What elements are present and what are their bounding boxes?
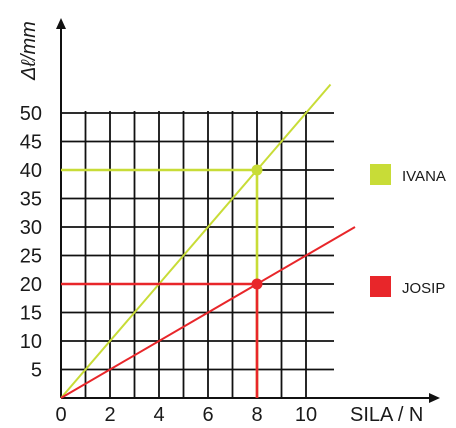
y-axis-title: Δℓ/mm: [18, 21, 40, 81]
y-tick-label-10: 10: [20, 331, 42, 353]
series-line-ivana: [60, 83, 332, 399]
y-tick-label-25: 25: [20, 246, 42, 268]
x-axis-arrow: [429, 393, 440, 403]
x-tick-label-4: 4: [153, 404, 164, 426]
x-tick-label-8: 8: [251, 404, 262, 426]
data-point-ivana: [251, 164, 263, 176]
x-axis-title: SILA / N: [350, 404, 423, 426]
y-tick-label-20: 20: [20, 274, 42, 296]
x-tick-label-2: 2: [104, 404, 115, 426]
y-axis-arrow: [56, 18, 66, 29]
x-tick-label-0: 0: [55, 404, 66, 426]
y-tick-label-45: 45: [20, 132, 42, 154]
series-line-josip: [60, 226, 356, 399]
legend-swatch-josip: [370, 276, 391, 297]
legend-label-ivana: IVANA: [402, 168, 446, 185]
data-point-josip: [251, 278, 263, 290]
y-tick-label-40: 40: [20, 160, 42, 182]
legend-label-josip: JOSIP: [402, 280, 445, 297]
y-tick-label-35: 35: [20, 189, 42, 211]
y-tick-label-15: 15: [20, 303, 42, 325]
legend-swatch-ivana: [370, 164, 391, 185]
legend: IVANA JOSIP: [370, 164, 446, 297]
y-tick-label-50: 50: [20, 103, 42, 125]
grid: [61, 111, 334, 398]
axis-titles: SILA / N Δℓ/mm: [18, 21, 423, 426]
tick-labels: 0 2 4 6 8 10 5 10 15 20 25 30 35 40 45 50: [20, 103, 317, 426]
x-tick-label-6: 6: [202, 404, 213, 426]
y-tick-label-30: 30: [20, 217, 42, 239]
axes: [56, 18, 440, 403]
y-tick-label-5: 5: [31, 360, 42, 382]
x-tick-label-10: 10: [295, 404, 317, 426]
series-layer: [60, 83, 356, 399]
